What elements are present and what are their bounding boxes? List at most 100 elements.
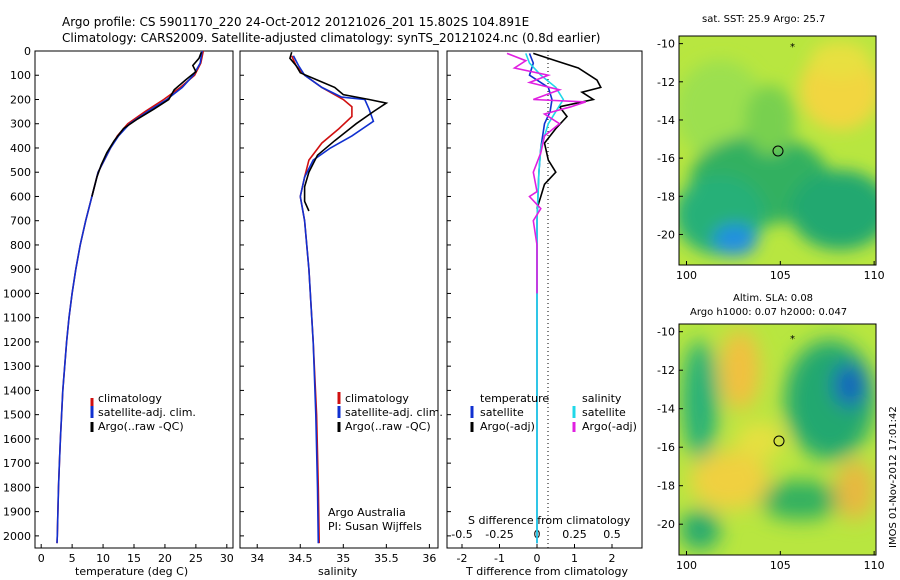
lon-tick-label: 105 bbox=[770, 559, 791, 572]
lat-tick-label: -10 bbox=[657, 326, 675, 339]
depth-tick-label: 1900 bbox=[3, 506, 31, 519]
t-diff-tick-label: -1 bbox=[494, 552, 505, 565]
depth-tick-label: 800 bbox=[10, 239, 31, 252]
sst-star-marker: * bbox=[790, 42, 795, 53]
climatology-subtitle: Climatology: CARS2009. Satellite-adjuste… bbox=[62, 31, 600, 45]
depth-tick-label: 2000 bbox=[3, 530, 31, 543]
lat-tick-label: -16 bbox=[657, 152, 675, 165]
pi-note: PI: Susan Wijffels bbox=[328, 520, 422, 533]
sla-argo-marker bbox=[773, 435, 785, 447]
argo-australia-note: Argo Australia bbox=[328, 506, 406, 519]
temperature-plot-frame bbox=[34, 50, 234, 549]
legend-climatology-s: climatology bbox=[345, 392, 409, 405]
s-diff-tick-label: 0.5 bbox=[603, 528, 621, 541]
difference-series-line bbox=[533, 52, 602, 209]
sst-map-title: sat. SST: 25.9 Argo: 25.7 bbox=[702, 14, 825, 25]
s-diff-tick-label: -0.25 bbox=[485, 528, 513, 541]
salinity-tick-label: 35 bbox=[336, 552, 350, 565]
legend-s-argo: Argo(-adj) bbox=[582, 420, 637, 433]
legend-salinity-header: salinity bbox=[582, 392, 622, 405]
depth-tick-label: 1800 bbox=[3, 481, 31, 494]
legend-s-satellite: satellite bbox=[582, 406, 626, 419]
temperature-profile-panel: 0100200300400500600700800900100011001200… bbox=[3, 45, 234, 578]
legend-argo-raw: Argo(..raw -QC) bbox=[98, 420, 184, 433]
legend-argo-raw-s: Argo(..raw -QC) bbox=[345, 420, 431, 433]
lat-tick-label: -12 bbox=[657, 364, 675, 377]
temperature-tick-label: 5 bbox=[69, 552, 76, 565]
temperature-tick-label: 0 bbox=[38, 552, 45, 565]
depth-tick-label: 1600 bbox=[3, 433, 31, 446]
temperature-tick-label: 15 bbox=[127, 552, 141, 565]
salinity-axis-label: salinity bbox=[318, 565, 358, 578]
lat-tick-label: -10 bbox=[657, 38, 675, 51]
legend-satellite-adj-s: satellite-adj. clim. bbox=[345, 406, 443, 419]
sla-map-title-2: Argo h1000: 0.07 h2000: 0.047 bbox=[690, 307, 847, 318]
temperature-axis-label: temperature (deg C) bbox=[75, 565, 188, 578]
temperature-series-line bbox=[56, 50, 203, 544]
depth-tick-label: 500 bbox=[10, 166, 31, 179]
sla-map-frame bbox=[678, 323, 877, 556]
s-diff-tick-label: -0.5 bbox=[451, 528, 472, 541]
lon-tick-label: 110 bbox=[864, 269, 885, 282]
lon-tick-label: 110 bbox=[864, 559, 885, 572]
depth-tick-label: 1700 bbox=[3, 457, 31, 470]
sst-argo-marker bbox=[772, 145, 784, 157]
depth-tick-label: 300 bbox=[10, 118, 31, 131]
lat-tick-label: -14 bbox=[657, 114, 675, 127]
lat-tick-label: -12 bbox=[657, 76, 675, 89]
lon-tick-label: 100 bbox=[676, 269, 697, 282]
salinity-series-line bbox=[292, 55, 375, 544]
depth-tick-label: 600 bbox=[10, 190, 31, 203]
temperature-series-line bbox=[91, 51, 203, 197]
lon-tick-label: 100 bbox=[676, 559, 697, 572]
legend-temperature-header: temperature bbox=[480, 392, 549, 405]
s-diff-tick-label: 0.25 bbox=[562, 528, 587, 541]
depth-tick-label: 100 bbox=[10, 69, 31, 82]
depth-tick-label: 900 bbox=[10, 263, 31, 276]
depth-tick-label: 700 bbox=[10, 215, 31, 228]
salinity-series-line bbox=[289, 51, 389, 212]
imos-timestamp: IMOS 01-Nov-2012 17:01:42 bbox=[888, 406, 899, 548]
depth-tick-label: 1000 bbox=[3, 287, 31, 300]
depth-tick-label: 1400 bbox=[3, 384, 31, 397]
difference-panel: -2 -1 0 1 2 -0.5 -0.25 0 0.25 0.5 S difference f… bbox=[446, 50, 643, 578]
t-diff-tick-label: 1 bbox=[571, 552, 578, 565]
lon-tick-label: 105 bbox=[770, 269, 791, 282]
salinity-plot-frame bbox=[239, 50, 439, 549]
depth-tick-label: 0 bbox=[24, 45, 31, 58]
t-diff-tick-label: 2 bbox=[609, 552, 616, 565]
sst-map-frame bbox=[678, 35, 877, 266]
difference-legend: temperature salinity satellite Argo(-adj… bbox=[470, 392, 637, 433]
sla-map-title-1: Altim. SLA: 0.08 bbox=[733, 293, 813, 304]
depth-tick-label: 1200 bbox=[3, 336, 31, 349]
salinity-tick-label: 34 bbox=[250, 552, 264, 565]
depth-tick-label: 1500 bbox=[3, 409, 31, 422]
sla-map-field bbox=[679, 324, 876, 555]
lat-tick-label: -20 bbox=[657, 518, 675, 531]
lat-tick-label: -18 bbox=[657, 190, 675, 203]
temperature-legend: climatology satellite-adj. clim. Argo(..… bbox=[90, 392, 196, 433]
depth-tick-label: 200 bbox=[10, 93, 31, 106]
t-diff-tick-label: -2 bbox=[457, 552, 468, 565]
sst-map-panel: sat. SST: 25.9 Argo: 25.7 * -10 -12 -14 -16 bbox=[657, 14, 885, 282]
depth-tick-label: 1100 bbox=[3, 312, 31, 325]
temperature-tick-label: 30 bbox=[220, 552, 234, 565]
depth-tick-label: 1300 bbox=[3, 360, 31, 373]
lat-tick-label: -14 bbox=[657, 403, 675, 416]
lat-tick-label: -20 bbox=[657, 228, 675, 241]
s-difference-label: S difference from climatology bbox=[468, 514, 631, 527]
depth-tick-label: 400 bbox=[10, 142, 31, 155]
profile-title: Argo profile: CS 5901170_220 24-Oct-2012… bbox=[62, 15, 529, 29]
temperature-tick-label: 20 bbox=[158, 552, 172, 565]
temperature-tick-label: 10 bbox=[96, 552, 110, 565]
sla-star-marker: * bbox=[790, 334, 795, 345]
legend-t-satellite: satellite bbox=[480, 406, 524, 419]
lat-tick-label: -16 bbox=[657, 441, 675, 454]
salinity-legend: climatology satellite-adj. clim. Argo(..… bbox=[337, 392, 443, 433]
t-diff-tick-label: 0 bbox=[534, 552, 541, 565]
sla-map-panel: Altim. SLA: 0.08 Argo h1000: 0.07 h2000:… bbox=[657, 293, 885, 572]
salinity-tick-label: 34.5 bbox=[288, 552, 313, 565]
sst-map-field bbox=[679, 36, 876, 265]
salinity-profile-panel: 34 34.5 35 35.5 36 salinity climatology sate… bbox=[239, 50, 443, 578]
